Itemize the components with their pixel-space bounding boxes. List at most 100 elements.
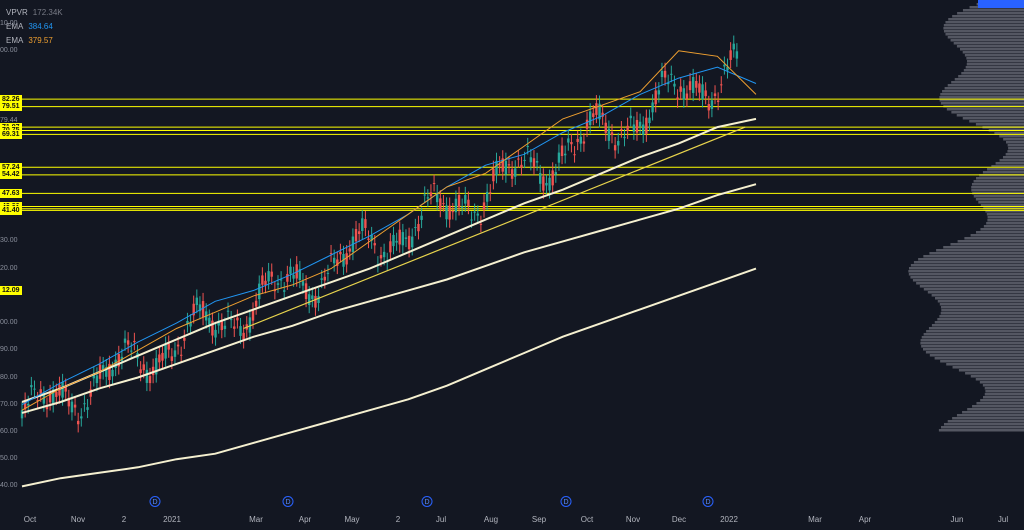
volume-profile-bar bbox=[999, 159, 1024, 162]
dividend-marker[interactable]: D bbox=[149, 496, 161, 507]
volume-profile-bar bbox=[994, 132, 1024, 135]
candle-body bbox=[651, 102, 654, 113]
volume-profile-bar bbox=[943, 27, 1024, 30]
candle-body bbox=[151, 366, 155, 376]
candle-body bbox=[620, 129, 623, 131]
candle-body bbox=[623, 136, 626, 139]
dividend-marker[interactable]: D bbox=[560, 496, 572, 507]
time-axis-label: Aug bbox=[483, 515, 499, 524]
volume-profile-bar bbox=[943, 246, 1024, 249]
volume-profile-bar bbox=[957, 12, 1024, 15]
volume-profile-bar bbox=[952, 417, 1024, 420]
dividend-marker[interactable]: D bbox=[282, 496, 294, 507]
time-axis-label: Jun bbox=[950, 515, 964, 524]
candle-body bbox=[148, 376, 152, 384]
dividend-marker[interactable]: D bbox=[421, 496, 433, 507]
candle-body bbox=[155, 358, 158, 375]
volume-profile-bar bbox=[912, 279, 1024, 282]
legend-ema-1: EMA 384.64 bbox=[6, 20, 63, 34]
candle-body bbox=[479, 223, 483, 225]
volume-profile-bar bbox=[929, 354, 1024, 357]
candle-body bbox=[510, 169, 514, 179]
candle-body bbox=[239, 326, 242, 336]
candle-body bbox=[601, 112, 604, 117]
legend-ema-2-name: EMA bbox=[6, 36, 24, 45]
candle-body bbox=[489, 192, 492, 194]
candle-body bbox=[117, 353, 120, 367]
volume-profile-bar bbox=[962, 411, 1024, 414]
price-axis-label: 20.00 bbox=[0, 264, 18, 272]
volume-profile-bar bbox=[984, 393, 1024, 396]
candle-body bbox=[254, 300, 258, 307]
candle-body bbox=[173, 350, 177, 357]
candle-body bbox=[520, 164, 523, 168]
candle-body bbox=[111, 369, 114, 377]
candle-body bbox=[613, 145, 617, 151]
price-level-tag: 41.40 bbox=[0, 205, 22, 215]
volume-profile-bar bbox=[976, 177, 1024, 180]
candle-body bbox=[407, 235, 411, 250]
candle-body bbox=[401, 232, 405, 246]
candle-body bbox=[139, 369, 142, 374]
candle-body bbox=[270, 271, 273, 277]
candle-body bbox=[476, 213, 479, 216]
candle-body bbox=[414, 226, 417, 228]
candle-body bbox=[123, 338, 127, 343]
time-axis-label: Nov bbox=[625, 515, 641, 524]
volume-profile-bar bbox=[939, 99, 1024, 102]
volume-profile-bar bbox=[959, 48, 1024, 51]
candle-body bbox=[170, 356, 174, 361]
volume-profile-bar bbox=[908, 273, 1024, 276]
candle-body bbox=[485, 191, 489, 202]
volume-profile-bar bbox=[967, 408, 1024, 411]
candle-body bbox=[323, 276, 327, 281]
candle-body bbox=[101, 365, 105, 372]
price-axis-label: 60.00 bbox=[0, 427, 18, 435]
volume-profile-bar bbox=[950, 39, 1024, 42]
volume-profile-bar bbox=[978, 201, 1024, 204]
candle-body bbox=[579, 136, 582, 144]
candle-body bbox=[339, 251, 342, 255]
candle-body bbox=[52, 389, 55, 405]
candle-body bbox=[164, 344, 167, 359]
candle-body bbox=[382, 251, 386, 258]
candle-body bbox=[735, 51, 739, 59]
volume-profile-bar bbox=[945, 33, 1024, 36]
candle-body bbox=[688, 81, 692, 91]
candle-body bbox=[295, 264, 298, 279]
candle-body bbox=[660, 70, 664, 78]
candle-body bbox=[248, 317, 252, 333]
toolbar-corner-button[interactable] bbox=[978, 0, 1024, 8]
volume-profile-bar bbox=[923, 288, 1024, 291]
candle-body bbox=[158, 354, 161, 363]
volume-profile-bar bbox=[946, 363, 1024, 366]
volume-profile-bar bbox=[921, 336, 1024, 339]
candle-body bbox=[411, 236, 414, 248]
volume-profile-bar bbox=[969, 120, 1024, 123]
volume-profile-bar bbox=[973, 180, 1024, 183]
candle-body bbox=[645, 117, 648, 134]
price-level-tag: 57.24 bbox=[0, 162, 22, 172]
candle-body bbox=[482, 202, 486, 210]
volume-profile-bar bbox=[934, 357, 1024, 360]
candle-body bbox=[30, 385, 33, 388]
candle-body bbox=[180, 354, 183, 356]
time-axis-label: Apr bbox=[298, 515, 312, 524]
volume-profile-bar bbox=[975, 378, 1024, 381]
candle-body bbox=[729, 50, 732, 60]
volume-profile-bar bbox=[958, 75, 1024, 78]
time-axis-label: Sep bbox=[531, 515, 547, 524]
candle-body bbox=[370, 235, 373, 241]
volume-profile-bar bbox=[982, 171, 1024, 174]
volume-profile-bar bbox=[1003, 138, 1024, 141]
volume-profile-bar bbox=[973, 195, 1024, 198]
candle-body bbox=[545, 182, 548, 186]
candle-body bbox=[507, 164, 511, 166]
candle-body bbox=[373, 243, 376, 246]
candle-body bbox=[311, 295, 314, 300]
volume-profile-bar bbox=[939, 96, 1024, 99]
candle-body bbox=[585, 119, 589, 129]
candle-body bbox=[95, 375, 99, 384]
dividend-marker[interactable]: D bbox=[702, 496, 714, 507]
